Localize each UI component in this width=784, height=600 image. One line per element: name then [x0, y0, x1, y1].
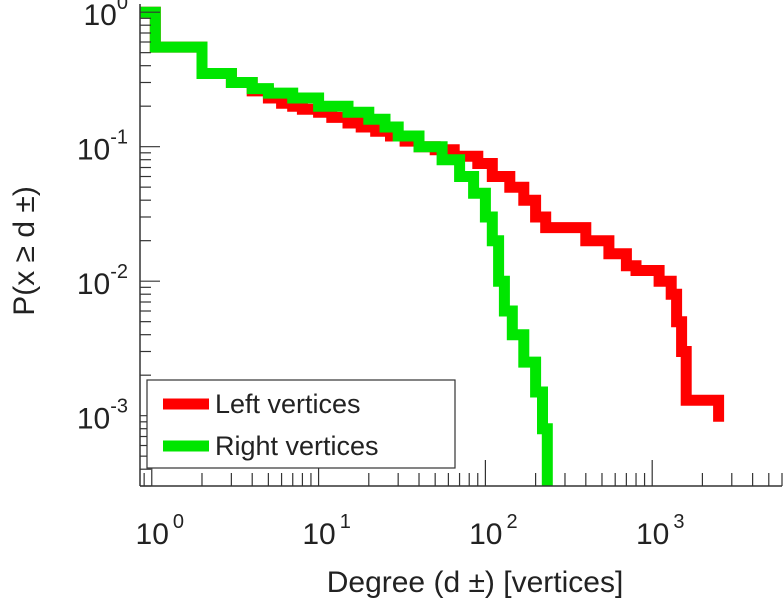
y-axis-label: P(x ≥ d ±) — [8, 186, 41, 316]
y-tick-label: 100 — [84, 0, 129, 32]
x-axis-label: Degree (d ±) [vertices] — [327, 566, 624, 599]
legend: Left vertices Right vertices — [146, 379, 456, 469]
legend-label: Left vertices — [215, 389, 361, 419]
x-tick-label: 10 2 — [469, 511, 518, 551]
legend-label: Right vertices — [215, 431, 379, 461]
y-tick-label: 10-3 — [77, 396, 128, 436]
axes-layer: 100 10-1 10-2 10-3 10 0 10 1 10 2 10 3 — [77, 0, 783, 551]
x-tick-label: 10 3 — [636, 511, 685, 551]
y-tick-label: 10-1 — [77, 127, 128, 167]
legend-box — [146, 379, 456, 469]
y-tick-label: 10-2 — [77, 261, 128, 301]
x-tick-label: 10 0 — [136, 511, 185, 551]
series-layer — [140, 6, 725, 486]
x-tick-label: 10 1 — [302, 511, 351, 551]
series-line-right-vertices — [140, 6, 553, 486]
